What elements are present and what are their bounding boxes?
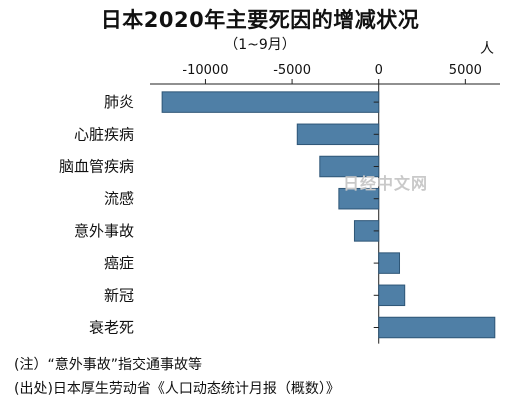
bar [338, 187, 380, 210]
category-label: 新冠 [104, 286, 134, 304]
category-label: 癌症 [104, 254, 134, 272]
bar [378, 316, 496, 339]
x-tick-label: -5000 [273, 63, 311, 78]
category-label: 肺炎 [104, 93, 134, 111]
bar [378, 284, 406, 307]
category-label: 心脏疾病 [74, 125, 134, 143]
unit-label: 人 [480, 41, 494, 57]
bar [296, 123, 380, 146]
bar [161, 91, 380, 113]
category-label: 衰老死 [89, 319, 134, 337]
category-label: 脑血管疾病 [59, 158, 134, 176]
x-tick-label: -10000 [182, 63, 228, 78]
bar [378, 252, 401, 274]
x-tick-label: 5000 [449, 63, 482, 78]
chart-subtitle: （1~9月） [224, 37, 296, 53]
category-label: 流感 [104, 190, 134, 208]
footnote-note: (注）“意外事故”指交通事故等 [14, 357, 202, 373]
x-tick-label: 0 [375, 63, 383, 78]
category-label: 意外事故 [74, 222, 134, 240]
footnote-source: (出处)日本厚生劳动省《人口动态统计月报（概数）》 [14, 381, 340, 397]
chart-title: 日本2020年主要死因的增减状况 [100, 8, 420, 32]
watermark: 日经中文网 [343, 174, 429, 193]
